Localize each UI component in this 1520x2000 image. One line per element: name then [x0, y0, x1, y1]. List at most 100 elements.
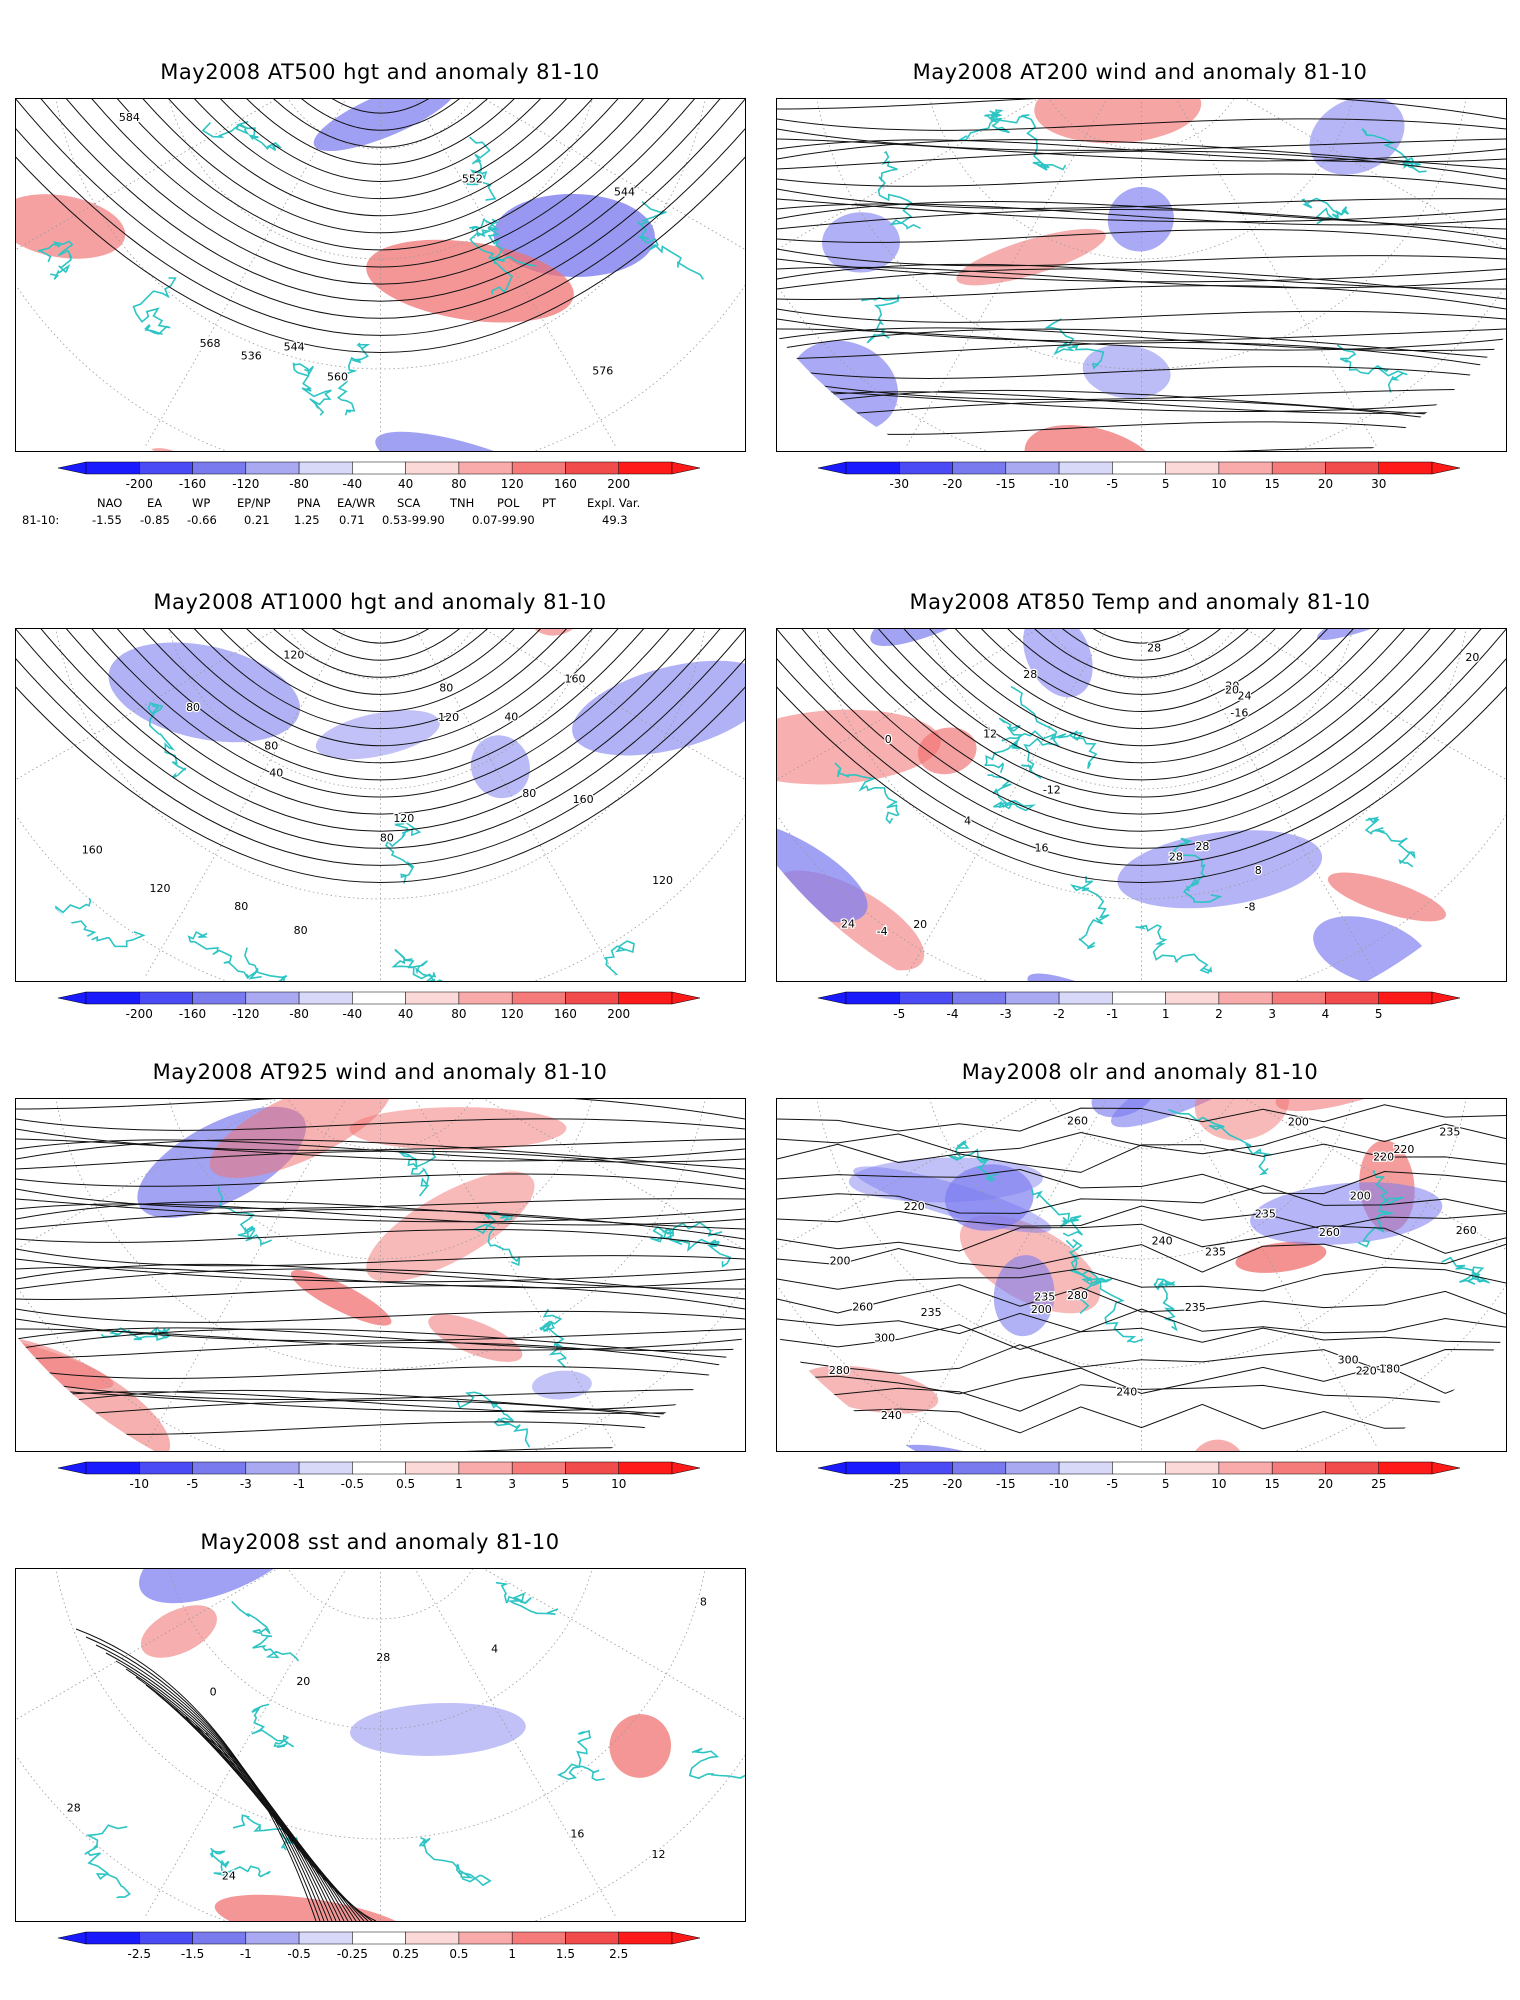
colorbar-tick-label: 25: [1371, 1477, 1386, 1491]
colorbar-swatch: [245, 461, 300, 475]
contour-label: 160: [82, 843, 103, 856]
colorbar-tick-label: 2: [1215, 1007, 1223, 1021]
contour-label: 28: [1147, 641, 1161, 654]
contour-line: [777, 1344, 1506, 1374]
colorbar: -10 -5 -3 -1 -0.5 0.5 1 3 5 10: [58, 1458, 700, 1498]
colorbar-swatch: [192, 991, 247, 1005]
colorbar-swatch: [1218, 1461, 1273, 1475]
streamline: [16, 1150, 745, 1180]
colorbar-tick-label: -0.5: [341, 1477, 364, 1491]
streamline: [16, 1099, 745, 1120]
colorbar-swatch: [845, 991, 900, 1005]
colorbar-tick-label: 15: [1265, 1477, 1280, 1491]
meridian-line: [1141, 99, 1377, 447]
streamline: [777, 327, 1506, 352]
colorbar-tick-label: 10: [1211, 477, 1226, 491]
index-header: SCA: [397, 496, 421, 510]
contour-label: 16: [1035, 842, 1049, 855]
contour-label: 80: [234, 900, 248, 913]
panel-at850-temp: May2008 AT850 Temp and anomaly 81-10 -16…: [760, 590, 1520, 1060]
positive-anomaly-area: [140, 1605, 217, 1658]
index-header: Expl. Var.: [587, 496, 641, 510]
streamline: [777, 99, 1506, 120]
colorbar-swatch: [458, 461, 513, 475]
streamline: [16, 1342, 745, 1370]
streamline: [16, 1388, 745, 1412]
contour-label: 544: [284, 340, 305, 353]
coastline: [472, 1210, 521, 1267]
negative-anomaly-area: [848, 1157, 1044, 1203]
contour-line: [16, 629, 745, 849]
index-header: PT: [542, 496, 556, 510]
contour-line: [170, 99, 591, 182]
streamline: [777, 139, 1506, 170]
colorbar: -200 -160 -120 -80 -40 40 80 120 160 200: [58, 988, 700, 1028]
colorbar-tick-label: -40: [343, 477, 363, 491]
contour-line: [1006, 629, 1277, 661]
negative-anomaly-area: [1317, 629, 1480, 640]
contour-line: [175, 1708, 357, 1921]
contour-label: 8: [1255, 864, 1262, 877]
meridian-line: [380, 1099, 616, 1447]
streamline: [777, 150, 1506, 180]
contour-label: 12: [983, 727, 997, 740]
colorbar-tick-label: -10: [1049, 1477, 1069, 1491]
contour-label: 220: [1373, 1151, 1394, 1164]
coastline: [244, 947, 318, 981]
colorbar-swatch: [1112, 1461, 1166, 1475]
coastline: [201, 120, 283, 151]
meridian-line: [380, 1569, 616, 1917]
contour-label: -8: [1245, 901, 1256, 914]
contour-line: [195, 1724, 365, 1921]
map-svg: 80 120 80 120 120 80 40 40 160 120 160 160 120 80 80 80…: [16, 629, 745, 981]
contour-label: 40: [269, 766, 283, 779]
colorbar-swatch: [952, 991, 1007, 1005]
colorbar-tick-label: 0.5: [449, 1947, 468, 1961]
meridian-line: [145, 629, 381, 977]
positive-anomaly-area: [956, 228, 1106, 286]
contour-line: [119, 99, 642, 217]
colorbar-swatch: [352, 1931, 406, 1945]
positive-anomaly-area: [366, 1171, 535, 1282]
contour-label: 180: [1379, 1362, 1400, 1375]
colorbar-swatch: [1005, 1461, 1060, 1475]
coastline: [84, 1824, 131, 1903]
coastline: [603, 940, 635, 981]
panel-title: May2008 AT200 wind and anomaly 81-10: [912, 60, 1368, 84]
positive-anomaly-area: [1235, 1241, 1327, 1273]
contour-line: [805, 629, 1478, 798]
contour-label: 28: [376, 1651, 390, 1664]
colorbar-arrow-right: [671, 1931, 700, 1945]
coastline: [788, 1374, 827, 1426]
contour-label: 4: [964, 814, 971, 827]
colorbar-swatch: [899, 991, 953, 1005]
colorbar-swatch: [511, 991, 566, 1005]
colorbar-arrow-left: [58, 1461, 87, 1475]
panel-at500-hgt: May2008 AT500 hgt and anomaly 81-10 544 5…: [0, 60, 760, 600]
contour-line: [1031, 629, 1252, 644]
coastline: [251, 1703, 295, 1748]
contour-line: [16, 99, 745, 319]
contour-label: 568: [200, 337, 221, 350]
colorbar-tick-label: -200: [126, 477, 153, 491]
colorbar-swatch: [1378, 461, 1433, 475]
negative-anomaly-area: [1110, 1099, 1301, 1128]
map-projection: 80 120 80 120 120 80 40 40 160 120 160 160 120 80 80 80…: [16, 629, 745, 981]
negative-anomaly-area: [895, 1444, 1023, 1451]
contour-label: 4: [491, 1642, 498, 1655]
streamline: [16, 1399, 745, 1430]
positive-anomaly-area: [528, 629, 582, 636]
contour-label: 28: [1169, 851, 1183, 864]
contour-line: [777, 629, 1506, 883]
contour-label: 120: [438, 711, 459, 724]
colorbar-tick-label: 160: [554, 1007, 577, 1021]
contour-line: [777, 629, 1506, 832]
colorbar-tick-label: 0.5: [396, 1477, 415, 1491]
colorbar-svg: -200 -160 -120 -80 -40 40 80 120 160 200: [58, 991, 700, 1021]
positive-anomaly-area: [214, 1894, 414, 1921]
contour-line: [245, 629, 516, 661]
contour-label: 120: [652, 874, 673, 887]
meridian-line: [16, 99, 381, 275]
colorbar-tick-label: 80: [451, 1007, 466, 1021]
map-projection: 2602352002201802202352352402002202352602…: [777, 1099, 1506, 1451]
